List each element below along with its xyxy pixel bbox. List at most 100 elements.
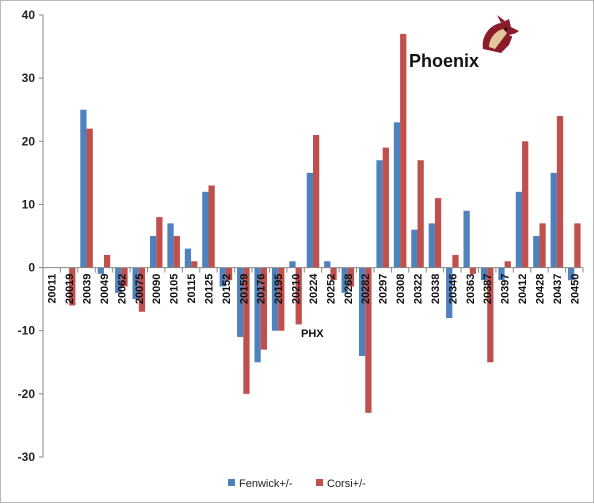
bar-corsi-20437: [556, 116, 564, 268]
bar-fenwick-20297: [376, 160, 383, 268]
bar-fenwick-20159: [237, 267, 244, 338]
x-category-label: 20105: [169, 274, 181, 305]
bar-corsi-20090: [156, 217, 163, 268]
legend-swatch-corsi: [316, 479, 323, 486]
axes: [39, 14, 584, 458]
bar-corsi-20224: [313, 134, 320, 268]
y-tick-label: -10: [18, 324, 36, 338]
legend: Fenwick+/- Corsi+/-: [228, 478, 366, 490]
bar-fenwick-20322: [411, 229, 418, 268]
bar-fenwick-20039: [80, 109, 87, 268]
bar-corsi-20282: [365, 267, 372, 413]
x-category-label: 20363: [465, 274, 477, 305]
bar-fenwick-20397: [498, 267, 505, 281]
x-category-label: 20176: [256, 274, 268, 305]
bar-fenwick-20090: [149, 236, 157, 268]
x-category-label: 20297: [378, 274, 390, 305]
bar-corsi-20062: [121, 267, 128, 287]
bar-fenwick-20105: [167, 223, 174, 268]
x-category-label: 20450: [569, 274, 581, 305]
bar-corsi-20019: [69, 267, 76, 306]
x-category-label: 20346: [447, 274, 459, 305]
chart-title: Phoenix: [409, 51, 479, 71]
bar-fenwick-20282: [358, 267, 366, 356]
bar-fenwick-20075: [132, 267, 139, 300]
bar-corsi-20322: [417, 160, 424, 268]
bar-fenwick-20412: [515, 191, 523, 268]
bar-series: [69, 33, 581, 413]
bar-corsi-20049: [103, 254, 111, 268]
bar-fenwick-20268: [341, 267, 348, 293]
bar-fenwick-20062: [115, 267, 122, 293]
y-tick-label: 40: [22, 8, 36, 22]
y-tick-label: 10: [22, 197, 36, 211]
bar-corsi-20450: [574, 223, 581, 268]
bar-corsi-20252: [330, 267, 337, 281]
y-tick-label: 20: [22, 134, 36, 148]
x-category-label: 20039: [82, 274, 94, 305]
x-category-label: 20195: [273, 274, 285, 305]
x-category-label: 20437: [552, 274, 564, 305]
bar-corsi-20105: [173, 236, 180, 268]
y-tick-label: -30: [18, 450, 36, 464]
x-category-label: 20159: [238, 274, 250, 305]
x-category-label: 20397: [500, 274, 512, 305]
bar-corsi-20075: [138, 267, 146, 312]
bar-corsi-20176: [260, 267, 268, 350]
y-tick-label: 30: [22, 71, 36, 85]
bar-fenwick-20428: [533, 236, 540, 268]
x-category-label: 20152: [221, 274, 233, 305]
x-category-label: 20125: [203, 274, 215, 305]
bar-corsi-20268: [347, 267, 355, 287]
legend-label-fenwick: Fenwick+/-: [239, 478, 293, 490]
x-category-label: 20322: [413, 274, 425, 305]
bar-fenwick-20049: [97, 267, 104, 274]
x-category-label: 20062: [116, 274, 128, 305]
bar-fenwick-20125: [202, 191, 209, 268]
x-category-label: 20011: [47, 274, 59, 304]
x-category-label: 20115: [186, 274, 198, 304]
bar-fenwick-20115: [184, 248, 192, 268]
bar-corsi-20412: [522, 141, 529, 268]
x-category-label: 20412: [517, 274, 529, 305]
bar-corsi-20152: [225, 267, 233, 281]
bar-fenwick-20437: [550, 172, 557, 268]
y-axis-tick-labels: -30 -20 -10 0 10 20 30 40: [18, 8, 36, 464]
bar-fenwick-20152: [219, 267, 226, 287]
bar-corsi-20297: [382, 147, 389, 268]
bar-corsi-20195: [278, 267, 285, 331]
x-category-label: 20210: [291, 274, 303, 305]
category-labels: 20011 20019 20039 20049 20062 20075 20090 20105…: [47, 273, 582, 304]
bar-corsi-20346: [452, 254, 459, 268]
x-category-label: 20019: [64, 274, 76, 305]
x-category-label: 20049: [99, 274, 111, 305]
y-tick-label: -20: [18, 387, 36, 401]
legend-label-corsi: Corsi+/-: [327, 478, 366, 490]
x-category-label: 20308: [395, 274, 407, 305]
bar-corsi-20039: [86, 128, 93, 268]
x-category-label: 20268: [343, 274, 355, 305]
x-category-label: 20428: [534, 274, 546, 305]
bar-fenwick-20252: [324, 261, 331, 268]
y-tick-label: 0: [28, 261, 35, 275]
bar-fenwick-20210: [289, 261, 296, 268]
x-category-label: 20338: [430, 274, 442, 305]
bar-fenwick-20224: [306, 172, 313, 268]
x-category-label: 20090: [151, 274, 163, 305]
bar-fenwick-20450: [568, 267, 575, 281]
bar-fenwick-20387: [480, 267, 488, 281]
phx-annotation: PHX: [301, 328, 324, 340]
bar-corsi-20125: [208, 185, 215, 268]
coyote-logo-icon: [482, 15, 519, 53]
bar-corsi-20159: [243, 267, 250, 394]
bar-corsi-20397: [504, 261, 511, 268]
bar-fenwick-20195: [271, 267, 279, 331]
bar-fenwick-20363: [463, 210, 470, 268]
x-category-label: 20282: [360, 274, 372, 305]
bar-corsi-20210: [295, 267, 302, 325]
bar-fenwick-20338: [428, 223, 435, 268]
bar-corsi-20308: [400, 33, 407, 268]
bar-corsi-20338: [434, 198, 442, 268]
bar-fenwick-20308: [393, 122, 401, 268]
